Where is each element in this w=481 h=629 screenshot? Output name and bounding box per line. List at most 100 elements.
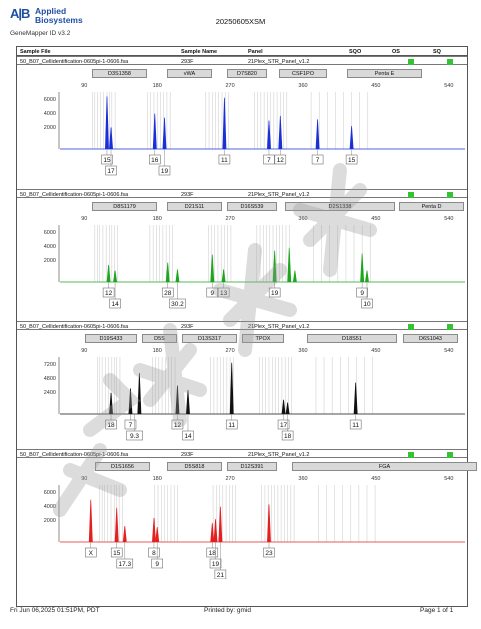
allele-call-label: 30.2 <box>171 301 184 308</box>
allele-peak <box>218 506 223 543</box>
allele-peak <box>175 385 180 415</box>
y-tick-label: 6000 <box>44 490 56 496</box>
allele-call-box <box>225 419 238 430</box>
allele-call-box <box>171 419 184 430</box>
y-tick-label: 6000 <box>44 97 56 103</box>
sample-file-name: 50_B07_Cellidentification-0605pi-1-0606.… <box>20 451 129 458</box>
allele-call-label: 16 <box>151 157 159 164</box>
locus-marker[interactable]: Penta D <box>399 202 464 211</box>
locus-marker[interactable]: TPOX <box>242 334 284 343</box>
allele-call-label: 7 <box>267 157 271 164</box>
allele-call-label: 21 <box>217 572 225 579</box>
allele-call-box <box>356 287 368 298</box>
footer-printed-by: Printed by: gmid <box>204 607 251 614</box>
allele-call-box <box>206 547 219 558</box>
locus-marker[interactable]: D5S <box>142 334 177 343</box>
quality-pass-indicator <box>408 451 414 458</box>
x-tick-label: 360 <box>298 216 307 222</box>
allele-peak <box>162 117 167 150</box>
sample-panel: 50_B07_Cellidentification-0605pi-1-0606.… <box>17 189 467 319</box>
locus-marker[interactable]: D18S51 <box>307 334 397 343</box>
x-tick-label: 540 <box>444 476 453 482</box>
y-tick-label: 7200 <box>44 362 56 368</box>
x-tick-label: 90 <box>81 216 87 222</box>
quality-pass-indicator <box>408 323 414 330</box>
locus-marker[interactable]: D16S539 <box>227 202 277 211</box>
col-sample-file: Sample File <box>20 48 51 55</box>
y-tick-label: 2000 <box>44 258 56 264</box>
locus-marker[interactable]: D7S820 <box>227 69 267 78</box>
allele-call-box <box>217 287 230 298</box>
allele-peak <box>285 402 290 415</box>
x-tick-label: 450 <box>371 83 380 89</box>
x-tick-label: 180 <box>153 216 162 222</box>
x-tick-label: 540 <box>444 348 453 354</box>
y-tick-label: 4000 <box>44 504 56 510</box>
allele-peak <box>128 388 133 415</box>
allele-call-label: 19 <box>212 561 220 568</box>
sample-file-name: 50_B07_Cellidentification-0605pi-1-0606.… <box>20 323 129 330</box>
electropherogram-plot: 90 180 270 360 450 540 6000 4000 2000 12 14 28 30.2 9… <box>44 216 465 309</box>
panel-name: 21Plex_STR_Panel_v1.2 <box>248 191 310 198</box>
allele-call-label: 17.3 <box>118 561 131 568</box>
locus-marker[interactable]: vWA <box>167 69 212 78</box>
allele-call-label: 28 <box>164 290 172 297</box>
allele-call-box <box>124 419 137 430</box>
allele-peak <box>272 250 277 283</box>
locus-marker[interactable]: D8S1179 <box>92 202 157 211</box>
allele-call-box <box>161 287 174 298</box>
allele-call-label: 8 <box>152 550 156 557</box>
allele-peak <box>106 264 111 283</box>
locus-marker[interactable]: D13S317 <box>182 334 237 343</box>
sample-file-name: 50_B07_Cellidentification-0605pi-1-0606.… <box>20 191 129 198</box>
allele-call-box <box>274 154 287 165</box>
allele-call-box <box>110 547 123 558</box>
allele-call-box <box>101 154 113 165</box>
allele-peak <box>137 372 142 415</box>
allele-peak <box>109 392 113 415</box>
allele-call-box <box>151 558 163 569</box>
allele-call-box <box>218 154 231 165</box>
allele-peak <box>105 96 109 150</box>
locus-marker[interactable]: D19S433 <box>85 334 137 343</box>
allele-call-box <box>214 569 227 579</box>
locus-marker[interactable]: D21S11 <box>167 202 222 211</box>
sample-name: 293F <box>181 191 194 198</box>
allele-call-label: X <box>89 550 94 557</box>
x-tick-label: 270 <box>226 83 235 89</box>
allele-call-box <box>149 154 161 165</box>
sample-name: 293F <box>181 451 194 458</box>
locus-marker[interactable]: D3S1358 <box>92 69 147 78</box>
x-tick-label: 360 <box>298 348 307 354</box>
x-tick-label: 540 <box>444 83 453 89</box>
allele-peak <box>210 523 215 543</box>
locus-marker[interactable]: D1S1656 <box>95 462 150 471</box>
locus-marker[interactable]: D5S818 <box>167 462 222 471</box>
locus-marker[interactable]: D12S391 <box>227 462 277 471</box>
locus-marker[interactable]: Penta E <box>347 69 422 78</box>
allele-peak <box>267 120 271 150</box>
allele-peak <box>213 519 218 543</box>
locus-marker[interactable]: FGA <box>292 462 477 471</box>
allele-call-box <box>109 298 121 309</box>
allele-call-label: 13 <box>220 290 228 297</box>
sample-name: 293F <box>181 323 194 330</box>
locus-marker[interactable]: D6S1043 <box>403 334 458 343</box>
y-tick-label: 2000 <box>44 125 56 131</box>
allele-call-label: 11 <box>221 157 228 164</box>
quality-pass-indicator <box>447 323 453 330</box>
allele-peak <box>186 390 190 415</box>
locus-marker[interactable]: CSF1PO <box>279 69 327 78</box>
allele-call-label: 9 <box>155 561 159 568</box>
allele-call-box <box>281 430 294 441</box>
allele-call-label: 12 <box>174 422 182 429</box>
allele-call-label: 9 <box>360 290 364 297</box>
allele-peak <box>221 269 226 283</box>
allele-peak <box>365 270 369 283</box>
locus-marker[interactable]: D2S1338 <box>285 202 395 211</box>
allele-peak <box>109 127 113 150</box>
software-version: GeneMapper ID v3.2 <box>10 30 71 37</box>
allele-call-label: 11 <box>228 422 235 429</box>
allele-call-box <box>169 298 186 309</box>
allele-call-box <box>263 154 275 165</box>
